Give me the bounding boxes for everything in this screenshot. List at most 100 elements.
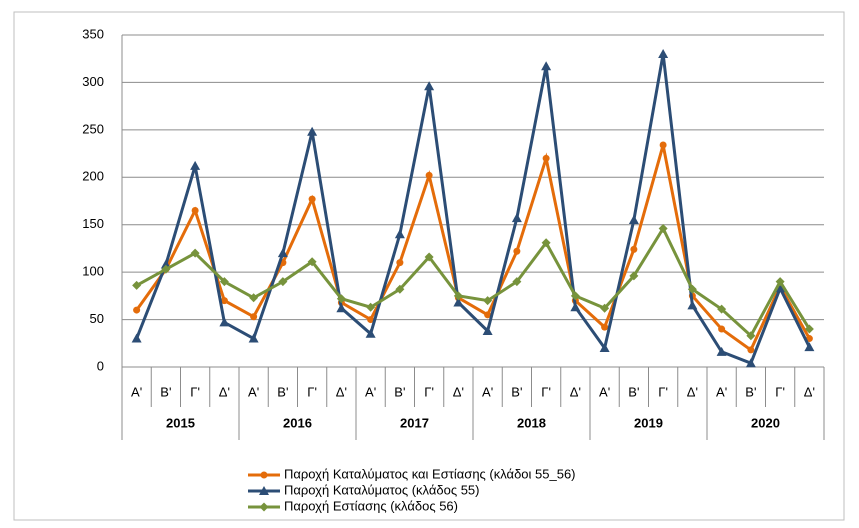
series-line: [135, 225, 811, 339]
point: [307, 257, 317, 267]
x-tick-label: Δ': [336, 384, 347, 399]
point: [746, 331, 756, 341]
point: [775, 277, 785, 287]
x-tick-label: Α': [248, 384, 259, 399]
x-tick-label: Δ': [687, 384, 698, 399]
x-tick-label: Β': [745, 384, 756, 399]
legend-label: Παροχή Καταλύματος (κλάδος 55): [284, 482, 479, 497]
x-tick-label: Α': [599, 384, 610, 399]
point: [220, 297, 228, 305]
point: [336, 303, 347, 313]
x-tick-label: Δ': [453, 384, 464, 399]
point: [570, 291, 580, 301]
point: [132, 280, 142, 290]
point: [513, 247, 521, 255]
point: [453, 291, 463, 301]
point: [367, 316, 375, 324]
point: [396, 259, 404, 267]
point: [483, 296, 493, 306]
point: [659, 141, 667, 149]
point: [133, 306, 141, 314]
y-tick-label: 50: [90, 311, 104, 326]
x-tick-label: Δ': [570, 384, 581, 399]
legend-label: Παροχή Καταλύματος και Εστίασης (κλάδοι …: [284, 466, 576, 481]
y-tick-label: 100: [82, 264, 104, 279]
point: [629, 271, 639, 281]
point: [250, 313, 258, 321]
point: [804, 342, 815, 352]
point: [775, 283, 786, 293]
point: [336, 294, 346, 304]
point: [716, 346, 727, 356]
point: [541, 61, 552, 71]
x-tick-label: Γ': [190, 384, 200, 399]
legend-label: Παροχή Εστίασης (κλάδος 56): [284, 498, 458, 513]
point: [804, 324, 814, 334]
x-tick-label: Β': [394, 384, 405, 399]
point: [570, 302, 581, 312]
point: [542, 154, 550, 162]
x-tick-label: Γ': [307, 384, 317, 399]
year-label: 2017: [400, 415, 429, 430]
y-tick-label: 250: [82, 121, 104, 136]
point: [277, 248, 288, 258]
point: [425, 171, 433, 179]
x-tick-label: Α': [716, 384, 727, 399]
x-tick-label: Γ': [541, 384, 551, 399]
point: [394, 229, 405, 239]
x-tick-label: Α': [365, 384, 376, 399]
point: [190, 160, 201, 170]
y-tick-label: 0: [97, 358, 104, 373]
point: [424, 81, 435, 91]
point: [248, 333, 259, 343]
point: [308, 195, 316, 203]
series-line: [135, 144, 811, 353]
point: [259, 486, 269, 495]
x-tick-label: Α': [482, 384, 493, 399]
series-line: [135, 53, 811, 366]
point: [161, 264, 171, 274]
year-label: 2018: [517, 415, 546, 430]
y-tick-label: 350: [82, 26, 104, 41]
point: [628, 214, 639, 224]
year-label: 2016: [283, 415, 312, 430]
point: [366, 302, 376, 312]
point: [745, 358, 756, 368]
point: [219, 317, 230, 327]
point: [687, 300, 698, 310]
y-tick-label: 200: [82, 169, 104, 184]
x-tick-label: Δ': [804, 384, 815, 399]
y-tick-label: 150: [82, 216, 104, 231]
point: [747, 346, 755, 354]
x-tick-label: Δ': [219, 384, 230, 399]
point: [600, 303, 610, 313]
chart-border: [13, 11, 845, 521]
x-tick-label: Β': [160, 384, 171, 399]
point: [219, 277, 229, 287]
year-label: 2020: [751, 415, 780, 430]
point: [453, 297, 464, 307]
x-tick-label: Γ': [775, 384, 785, 399]
point: [630, 245, 638, 253]
x-tick-label: Β': [277, 384, 288, 399]
point: [718, 325, 726, 333]
point: [511, 213, 522, 223]
point: [191, 206, 199, 214]
point: [717, 304, 727, 314]
point: [687, 284, 697, 294]
point: [541, 238, 551, 248]
point: [190, 248, 200, 258]
x-tick-label: Γ': [658, 384, 668, 399]
point: [599, 343, 610, 353]
y-tick-label: 300: [82, 74, 104, 89]
x-tick-label: Β': [628, 384, 639, 399]
x-tick-label: Γ': [424, 384, 434, 399]
point: [259, 502, 269, 512]
point: [482, 325, 493, 335]
point: [249, 293, 259, 303]
point: [484, 311, 492, 319]
point: [365, 328, 376, 338]
point: [278, 277, 288, 287]
point: [658, 48, 669, 58]
